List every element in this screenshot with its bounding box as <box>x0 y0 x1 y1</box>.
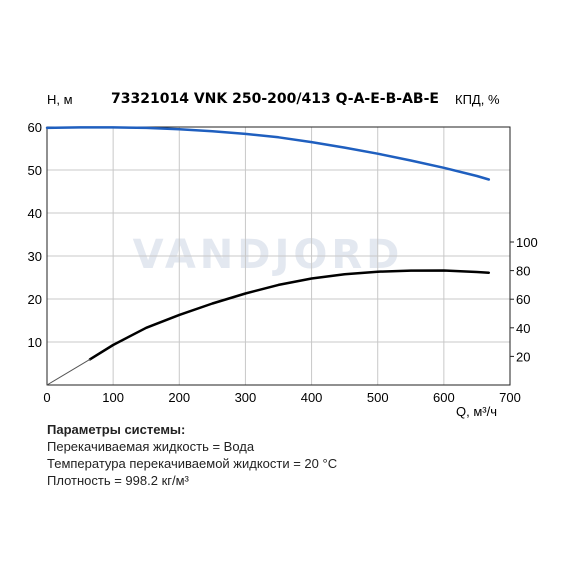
y-tick-label: 30 <box>28 249 42 264</box>
y-tick-label: 20 <box>28 292 42 307</box>
head-curve <box>45 126 491 181</box>
param-line-temperature: Температура перекачиваемой жидкости = 20… <box>47 456 338 471</box>
x-tick-label: 0 <box>43 390 50 405</box>
params-heading: Параметры системы: <box>47 422 186 437</box>
y-tick-label: 50 <box>28 163 42 178</box>
efficiency-curve <box>88 269 491 361</box>
x-tick-label: 500 <box>367 390 389 405</box>
y2-axis-label: КПД, % <box>455 92 500 107</box>
x-tick-label: 300 <box>235 390 257 405</box>
y2-tick-label: 20 <box>516 349 530 364</box>
system-parameters: Параметры системы: Перекачиваемая жидкос… <box>47 421 337 489</box>
chart-title: 73321014 VNK 250-200/413 Q-A-E-B-AB-E <box>111 91 439 107</box>
y2-tick-label: 60 <box>516 292 530 307</box>
x-tick-label: 600 <box>433 390 455 405</box>
y-tick-label: 10 <box>28 335 42 350</box>
y2-tick-label: 40 <box>516 321 530 336</box>
param-line-fluid: Перекачиваемая жидкость = Вода <box>47 439 255 454</box>
x-axis-label: Q, м³/ч <box>456 404 497 419</box>
watermark-logo: VANDJORD <box>133 232 404 278</box>
x-tick-label: 100 <box>102 390 124 405</box>
x-tick-label: 200 <box>168 390 190 405</box>
y-axis-label: H, м <box>47 92 73 107</box>
plot-frame <box>46 126 511 386</box>
x-tick-label: 400 <box>301 390 323 405</box>
y2-tick-label: 80 <box>516 264 530 279</box>
x-tick-label: 700 <box>499 390 521 405</box>
y-tick-label: 40 <box>28 206 42 221</box>
y2-tick-label: 100 <box>516 235 538 250</box>
efficiency-extension-line <box>46 358 91 386</box>
param-line-density: Плотность = 998.2 кг/м³ <box>47 473 189 488</box>
y-tick-label: 60 <box>28 120 42 135</box>
